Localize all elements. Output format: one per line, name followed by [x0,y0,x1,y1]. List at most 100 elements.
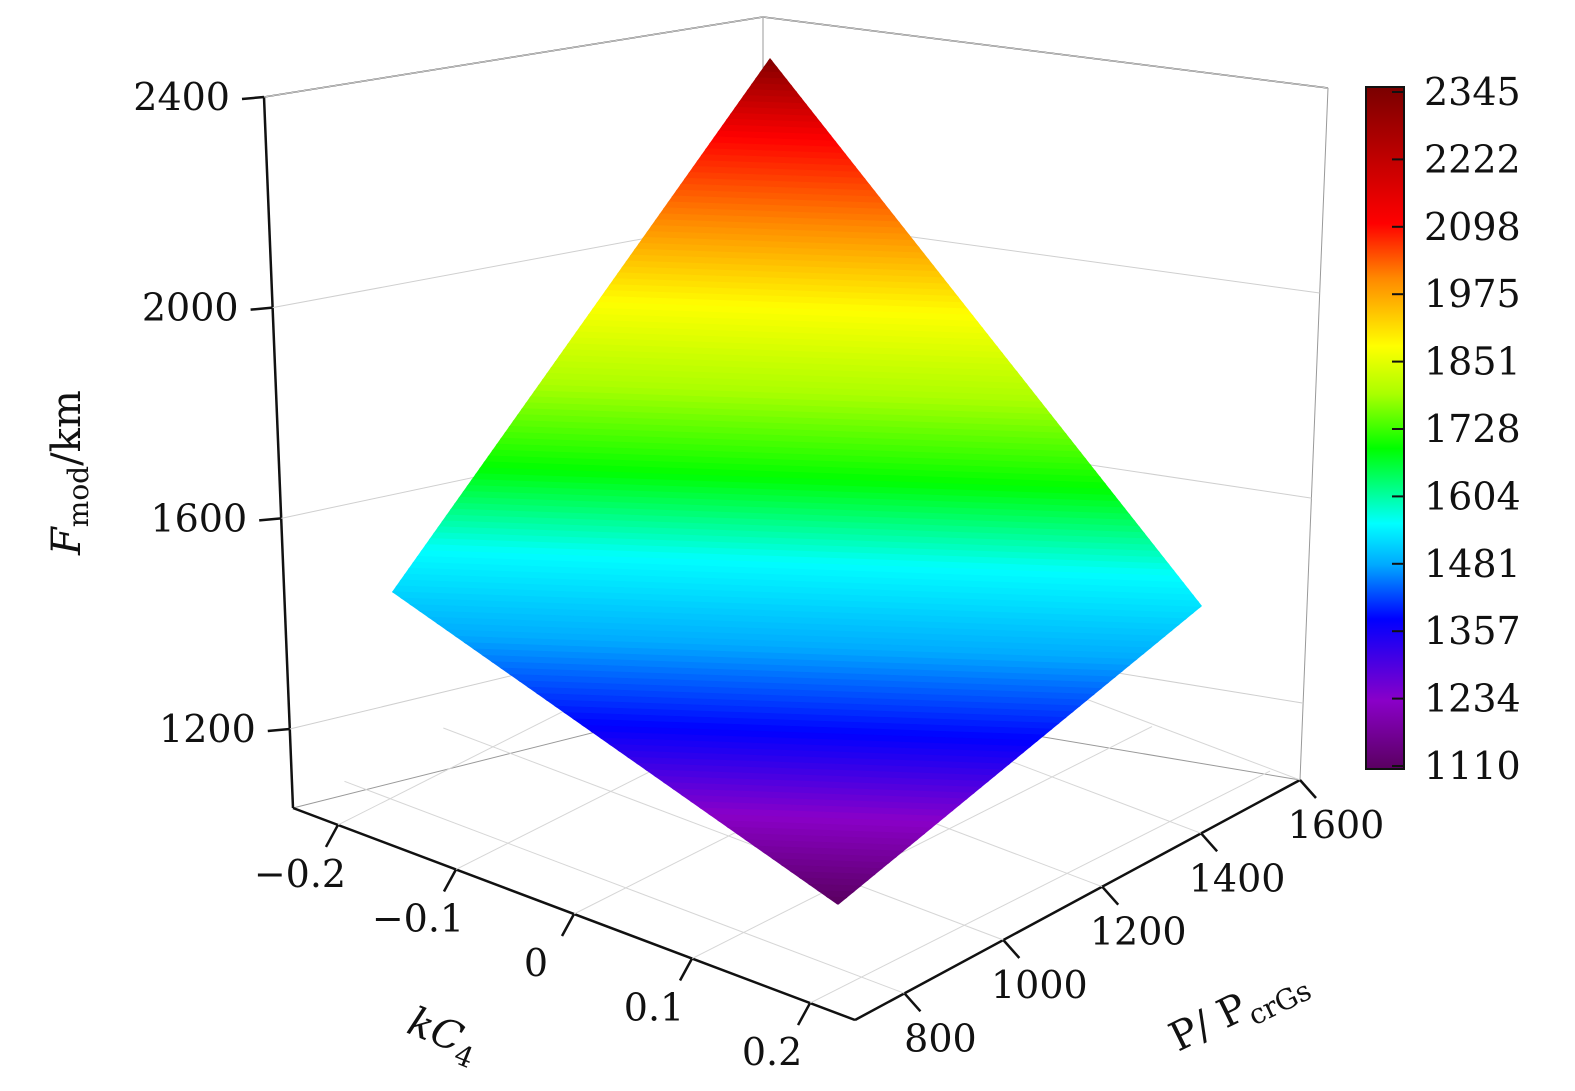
y-axis-title: P/ PcrGs [1162,956,1316,1068]
surface-band [392,412,1202,455]
surface-band [392,430,1202,473]
surface-band [392,557,1202,600]
grid-line [691,726,1153,959]
x-tick-label: −0.1 [372,896,464,940]
surface-band [392,521,1202,564]
surface-band [392,497,1202,540]
surface-band [392,564,1202,606]
colorbar-tick-label: 1234 [1424,677,1521,721]
surface-band [392,382,1202,425]
surface-band [392,654,1202,697]
colorbar-tick-label: 1357 [1424,609,1521,653]
surface-band [392,545,1202,588]
x-tick-label: 0.2 [742,1030,802,1074]
y-tick-label: 1400 [1189,856,1286,900]
colorbar-tick-label: 1975 [1424,272,1521,316]
surface-band [392,491,1202,534]
surface-band [392,406,1202,449]
colorbar-tick-label: 1481 [1424,542,1521,586]
surface-band [392,685,1202,727]
surface-band [392,394,1202,437]
surface-band [392,570,1202,612]
surface-band [392,461,1202,503]
surface-band [392,503,1202,546]
surface-band [392,455,1202,497]
colorbar-tick-label: 2222 [1424,137,1521,181]
surface-band [392,600,1202,643]
y-tick [1299,779,1317,799]
y-tick-label: 1200 [1090,910,1187,954]
surface [392,58,1202,905]
z-tick [267,727,290,733]
z-axis-title: Fmod/km [44,390,95,556]
y-tick-label: 1600 [1288,803,1385,847]
y-tick-label: 800 [904,1016,977,1060]
z-tick-label: 1200 [159,707,256,751]
x-tick-label: 0 [524,941,548,985]
surface-band [392,424,1202,467]
surface-band [392,509,1202,552]
z-axis-line [262,96,295,809]
colorbar: 2345 2222 2098 1975 1851 1728 1604 1481 1357 1234… [1365,70,1521,788]
x-tick-label: −0.2 [254,852,346,896]
z-tick-label: 2000 [142,286,239,330]
surface-band [392,642,1202,685]
x-axis-title: kC4 [399,999,486,1075]
surface-band [392,449,1202,491]
surface-band [392,58,1202,80]
x-tick [560,913,576,937]
z-tick [259,517,282,522]
x-tick [796,1002,812,1026]
y-tick [1200,832,1219,853]
y-axis-line [854,778,1301,1022]
box-edge [1299,87,1329,781]
z-tick-label: 2400 [133,75,230,119]
surface-band [392,539,1202,582]
surface-band [392,485,1202,528]
z-tick-label: 1600 [150,496,247,540]
grid-line [344,780,905,994]
surface-band [392,400,1202,443]
colorbar-tick-label: 2345 [1424,70,1521,114]
surface-band [392,388,1202,431]
surface-band [392,582,1202,624]
colorbar-tick-label: 1728 [1424,407,1521,451]
colorbar-tick-label: 1604 [1424,474,1521,518]
surface-band [392,672,1202,715]
surface-band [392,479,1202,522]
surface-band [392,606,1202,649]
tick-marks [241,95,1317,1026]
x-tick [678,957,694,982]
x-tick [324,824,340,848]
grid-line [762,16,1329,89]
surface-band [392,648,1202,691]
y-tick-label: 1000 [991,963,1088,1007]
surface-band [392,588,1202,630]
x-tick [442,868,458,893]
surface-band [392,467,1202,509]
surface-band [392,551,1202,594]
surface-band [392,691,1202,733]
surface-band [392,515,1202,558]
surface-band [392,576,1202,618]
surface-band [392,473,1202,515]
surface-band [392,612,1202,655]
z-tick [250,306,273,311]
surface-band [392,533,1202,576]
surface-band [392,443,1202,485]
y-tick [903,992,922,1013]
surface-band [392,58,1202,98]
colorbar-tick-label: 1110 [1424,744,1521,788]
colorbar-tick-label: 1851 [1424,340,1521,384]
colorbar-tick-label: 2098 [1424,205,1521,249]
surface-band [392,436,1202,479]
x-tick-label: 0.1 [624,986,684,1030]
surface-band [392,527,1202,570]
surface-band [392,618,1202,661]
surface-band [392,660,1202,703]
y-tick [1101,885,1120,906]
y-tick [1002,939,1021,959]
grid-line [443,727,1004,941]
